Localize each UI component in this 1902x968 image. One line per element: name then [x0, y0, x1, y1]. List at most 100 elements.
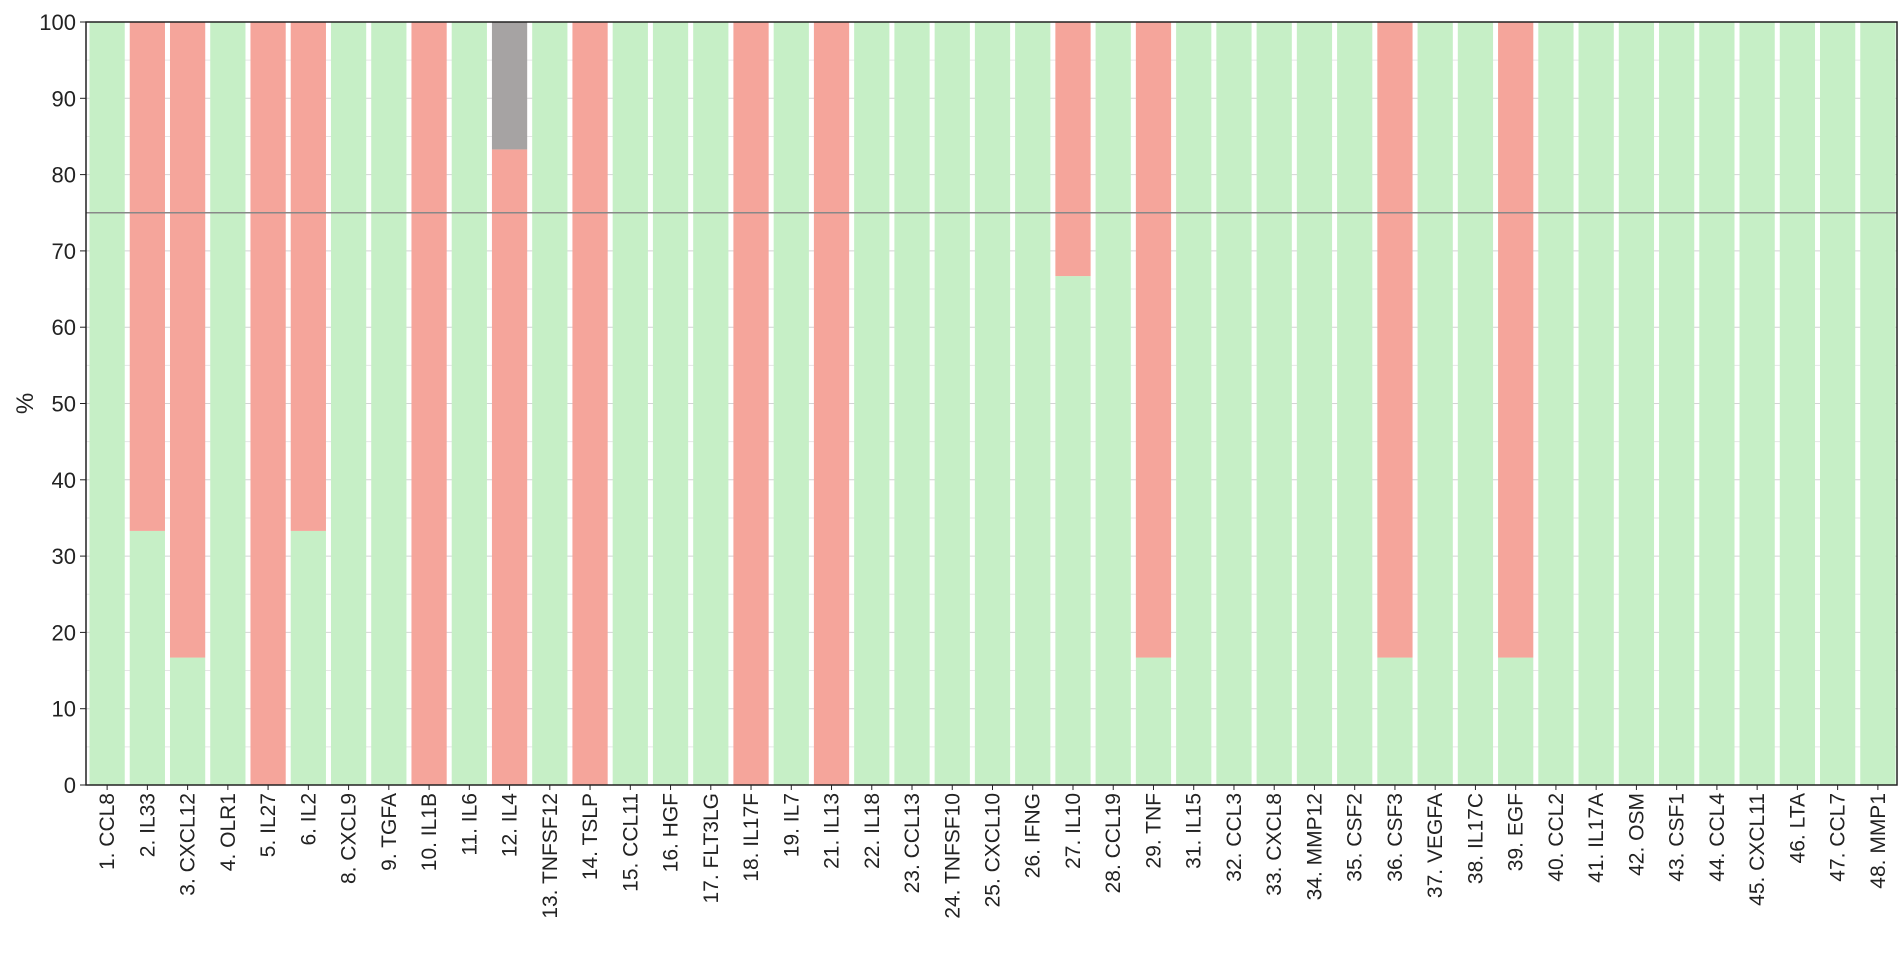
bar-segment — [1377, 22, 1413, 658]
y-tick-label: 90 — [52, 86, 76, 111]
x-tick-label: 47. CCL7 — [1827, 793, 1850, 882]
bar-segment — [813, 22, 850, 785]
bar-segment — [1498, 657, 1534, 785]
bar-segment — [1216, 22, 1252, 785]
bar-segment — [1055, 276, 1091, 785]
bars-layer — [89, 22, 1896, 786]
x-tick-label: 24. TNFSF10 — [941, 793, 964, 919]
x-tick-label: 23. CCL13 — [901, 793, 924, 893]
bar-segment — [290, 530, 326, 785]
label-layer: 0 10 20 30 40 50 60 70 80 90 100% 1. CCL8 2. IL33 3. … — [12, 10, 1890, 919]
axis-layer — [80, 21, 1898, 790]
y-tick-label: 100 — [39, 10, 76, 35]
bar-segment — [89, 22, 125, 785]
x-tick-label: 5. IL27 — [257, 793, 280, 857]
x-tick-label: 44. CCL4 — [1706, 793, 1729, 882]
bar-segment — [1578, 22, 1614, 785]
y-tick-label: 20 — [52, 620, 76, 645]
bar-segment — [330, 22, 367, 785]
bar-segment — [1457, 22, 1494, 785]
bar-segment — [934, 22, 970, 785]
bar-segment — [1176, 22, 1212, 785]
y-axis-label: % — [12, 393, 39, 414]
x-tick-label: 46. LTA — [1786, 793, 1809, 863]
bar-segment — [612, 22, 648, 785]
bar-segment — [1779, 22, 1816, 785]
y-tick-label: 70 — [52, 239, 76, 264]
x-tick-label: 19. IL7 — [780, 793, 803, 857]
bar-segment — [1659, 22, 1695, 785]
bar-segment — [572, 22, 608, 785]
x-tick-label: 21. IL13 — [821, 793, 844, 869]
x-tick-label: 37. VEGFA — [1424, 793, 1447, 898]
bar-segment — [210, 22, 246, 785]
x-tick-label: 14. TSLP — [579, 793, 602, 880]
x-tick-label: 35. CSF2 — [1344, 793, 1367, 882]
y-tick-label: 80 — [52, 163, 76, 188]
bar-segment — [169, 22, 206, 658]
bar-segment — [1860, 22, 1896, 785]
bar-segment — [1256, 22, 1292, 785]
y-tick-label: 60 — [52, 315, 76, 340]
bar-segment — [1820, 22, 1856, 785]
bar-segment — [491, 149, 528, 786]
bar-segment — [652, 22, 689, 785]
y-tick-label: 10 — [52, 697, 76, 722]
x-tick-label: 9. TGFA — [378, 793, 401, 871]
y-tick-label: 30 — [52, 544, 76, 569]
x-tick-label: 8. CXCL9 — [338, 793, 361, 884]
x-tick-label: 48. MMP1 — [1867, 793, 1890, 889]
bar-segment — [1135, 657, 1172, 785]
x-tick-label: 45. CXCL11 — [1746, 793, 1769, 906]
bar-segment — [290, 22, 326, 531]
x-tick-label: 13. TNFSF12 — [539, 793, 562, 919]
bar-segment — [129, 22, 165, 531]
bar-segment — [451, 22, 487, 785]
bar-segment — [854, 22, 890, 785]
x-tick-label: 17. FLT3LG — [700, 793, 723, 904]
x-tick-label: 32. CCL3 — [1223, 793, 1246, 882]
bar-segment — [1699, 22, 1735, 785]
bar-segment — [411, 22, 447, 785]
x-tick-label: 3. CXCL12 — [177, 793, 200, 896]
bar-segment — [1337, 22, 1373, 785]
x-tick-label: 18. IL17F — [740, 793, 763, 882]
bar-segment — [1498, 22, 1534, 658]
x-tick-label: 38. IL17C — [1464, 793, 1487, 884]
bar-segment — [894, 22, 930, 785]
y-tick-label: 50 — [52, 392, 76, 417]
bar-segment — [1095, 22, 1131, 785]
x-tick-label: 11. IL6 — [458, 793, 481, 856]
x-tick-label: 15. CCL11 — [619, 793, 642, 892]
bar-segment — [169, 657, 206, 785]
x-tick-label: 36. CSF3 — [1384, 793, 1407, 882]
x-tick-label: 40. CCL2 — [1545, 793, 1568, 882]
bar-segment — [532, 22, 568, 785]
bar-segment — [693, 22, 729, 785]
x-tick-label: 42. OSM — [1625, 793, 1648, 876]
x-tick-label: 31. IL15 — [1183, 793, 1206, 869]
x-tick-label: 10. IL1B — [418, 793, 441, 871]
bar-segment — [1538, 22, 1574, 785]
bar-segment — [773, 22, 809, 785]
bar-segment — [129, 530, 165, 785]
x-tick-label: 26. IFNG — [1022, 793, 1045, 878]
bar-segment — [1377, 657, 1413, 785]
x-tick-label: 25. CXCL10 — [982, 793, 1005, 907]
x-tick-label: 28. CCL19 — [1102, 793, 1125, 893]
x-tick-label: 22. IL18 — [861, 793, 884, 869]
x-tick-label: 2. IL33 — [136, 793, 159, 857]
x-tick-label: 29. TNF — [1142, 793, 1165, 868]
x-tick-label: 33. CXCL8 — [1263, 793, 1286, 896]
x-tick-label: 6. IL2 — [297, 793, 320, 846]
y-tick-label: 0 — [64, 773, 76, 798]
bar-segment — [371, 22, 407, 785]
y-tick-label: 40 — [52, 468, 76, 493]
x-tick-label: 41. IL17A — [1585, 793, 1608, 883]
bar-segment — [1618, 22, 1655, 785]
bar-segment — [1135, 22, 1172, 658]
bar-segment — [250, 22, 286, 785]
x-tick-label: 12. IL4 — [499, 793, 522, 858]
